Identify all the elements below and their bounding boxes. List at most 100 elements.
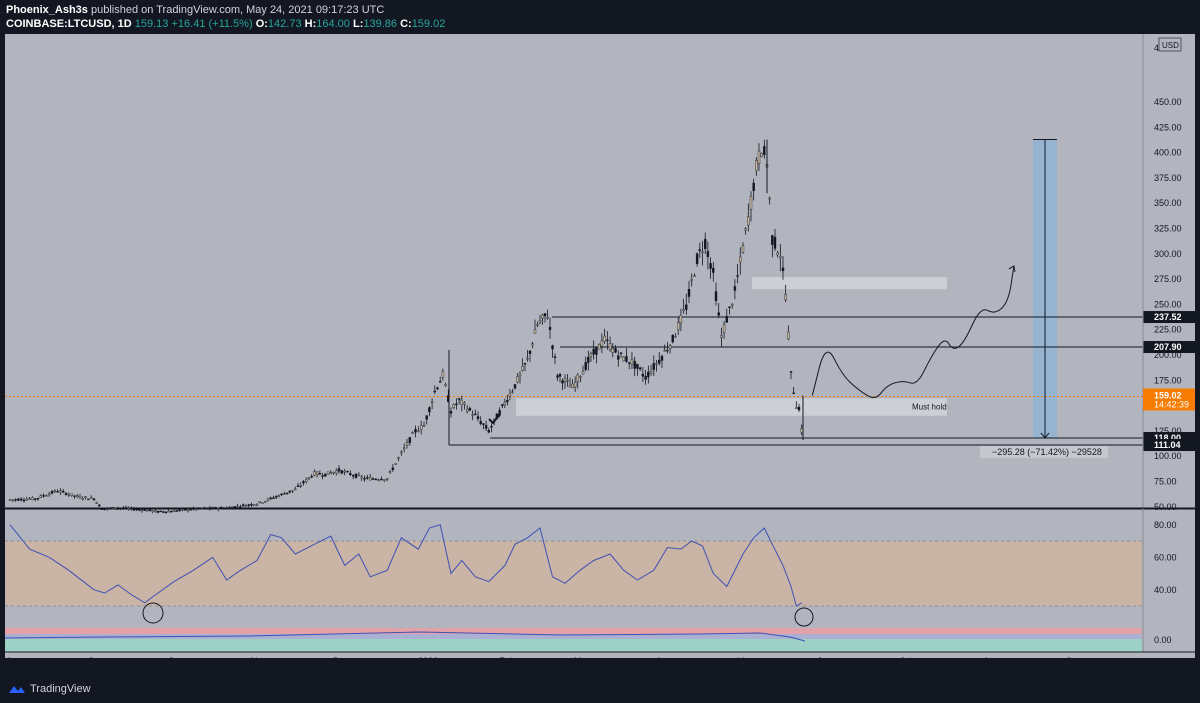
candle-body	[587, 356, 590, 363]
candle-body	[455, 403, 458, 406]
candle-body	[22, 499, 26, 502]
candle-body	[739, 256, 742, 263]
candle-body	[760, 152, 763, 157]
candle-body	[752, 182, 755, 191]
zone-rect	[516, 398, 947, 416]
candle-body	[531, 343, 534, 346]
candle-body	[521, 365, 524, 371]
chart-canvas[interactable]: 80.00 60.00 40.00 0.00 Must hold 237.52 207…	[0, 34, 1200, 658]
candle-body	[439, 381, 442, 383]
candle-body	[712, 267, 715, 273]
candle-body	[269, 497, 272, 499]
candle-body	[573, 382, 577, 388]
time-tick-label: Feb	[499, 656, 515, 658]
candle-body	[457, 398, 461, 400]
level-tag	[1143, 311, 1195, 324]
candle-body	[558, 373, 562, 377]
candle-body	[59, 490, 62, 493]
candle-body	[755, 160, 758, 172]
candle-body	[797, 406, 801, 411]
close-label: C:	[400, 18, 412, 30]
candle-body	[189, 509, 192, 512]
candle-body	[611, 347, 614, 353]
candle-body	[383, 479, 386, 481]
candle-body	[73, 495, 76, 497]
candle-body	[310, 475, 313, 478]
low-label: L:	[352, 18, 364, 30]
author-name[interactable]: Phoenix_Ash3s	[6, 4, 88, 16]
candle-body	[773, 236, 777, 249]
candle-body	[42, 495, 45, 497]
candle-body	[603, 335, 606, 342]
candle-body	[704, 239, 707, 249]
time-tick-label: 2021	[418, 656, 438, 658]
candle-body	[67, 494, 71, 496]
candle-body	[135, 508, 138, 511]
candle-body	[388, 471, 392, 473]
candle-body	[114, 508, 117, 510]
candle-body	[253, 504, 256, 506]
candle-body	[236, 505, 239, 508]
candle-body	[460, 399, 463, 405]
candle-body	[660, 355, 664, 361]
candle-body	[261, 502, 264, 504]
candle-body	[677, 322, 680, 330]
candle-body	[714, 291, 718, 301]
lower-indicator-line	[4, 631, 806, 642]
candle-body	[592, 348, 595, 355]
candle-body	[757, 150, 761, 165]
price-axis: 475USD450.00425.00400.00375.00350.00325.…	[5, 34, 1195, 652]
candle-body	[763, 146, 766, 156]
candle-body	[553, 356, 557, 358]
candle-body	[471, 414, 474, 416]
candle-body	[452, 404, 455, 408]
last-price-tag-label: 159.02	[1154, 390, 1182, 400]
candle-body	[606, 339, 609, 342]
candle-body	[674, 336, 677, 338]
candle-body	[720, 335, 723, 338]
measure-arrow-icon	[1040, 432, 1050, 439]
candle-body	[368, 477, 372, 481]
candle-body	[360, 476, 363, 479]
candle-body	[183, 509, 187, 511]
candle-body	[354, 473, 358, 478]
candle-body	[402, 447, 406, 450]
level-tag	[1143, 341, 1195, 354]
check-mark-icon	[488, 414, 500, 425]
candle-body	[687, 289, 691, 297]
candle-body	[685, 304, 688, 310]
candle-body	[95, 502, 98, 504]
candle-body	[175, 510, 178, 512]
brand-label: TradingView	[30, 683, 91, 695]
candle-body	[641, 373, 645, 377]
price-tick-label: 225.00	[1154, 325, 1182, 335]
candle-body	[736, 275, 739, 277]
level-tag-label: 111.04	[1154, 440, 1181, 450]
time-tick-label: Aug	[6, 656, 22, 658]
candle-body	[411, 432, 414, 434]
candle-body	[490, 426, 493, 428]
candle-body	[595, 346, 598, 355]
candle-body	[274, 496, 278, 498]
rsi-tick-label: 80.00	[1154, 520, 1177, 530]
candle-body	[318, 473, 322, 475]
candle-body	[11, 499, 15, 501]
price-tick-label: 250.00	[1154, 299, 1182, 309]
candle-body	[200, 508, 203, 510]
candle-body	[792, 392, 795, 395]
time-tick-label: Sep	[88, 656, 104, 658]
candle-body	[349, 473, 352, 475]
candle-body	[156, 510, 160, 513]
candle-body	[725, 316, 728, 323]
candle-body	[709, 263, 712, 269]
level-tag-label: 118.00	[1154, 433, 1181, 443]
time-tick-label: Sep	[1066, 656, 1082, 658]
time-tick-label: Apr	[656, 656, 670, 658]
time-tick-label: Jul	[900, 656, 912, 658]
candle-body	[192, 508, 195, 510]
candle-body	[717, 312, 720, 316]
candle-body	[658, 359, 661, 364]
candle-body	[655, 362, 658, 365]
candle-body	[178, 509, 181, 512]
candle-body	[536, 324, 539, 326]
